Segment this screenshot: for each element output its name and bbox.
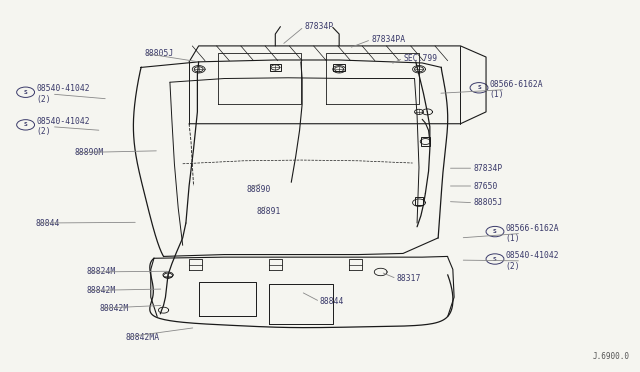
Bar	[415, 197, 423, 205]
Text: 88844: 88844	[36, 219, 60, 228]
Text: S: S	[477, 85, 481, 90]
Text: 87834PA: 87834PA	[371, 35, 405, 44]
Text: J.6900.0: J.6900.0	[593, 352, 630, 361]
Text: S: S	[493, 257, 497, 262]
Text: 08566-6162A
(1): 08566-6162A (1)	[490, 80, 543, 99]
Text: S: S	[493, 229, 497, 234]
Text: 87834P: 87834P	[304, 22, 333, 31]
Bar	[333, 64, 345, 71]
Text: 88805J: 88805J	[473, 198, 502, 207]
Text: 87650: 87650	[473, 182, 498, 190]
Text: 88891: 88891	[256, 208, 280, 217]
Text: 88842M: 88842M	[87, 286, 116, 295]
Bar	[420, 137, 430, 145]
Text: 88805J: 88805J	[145, 49, 173, 58]
Text: SEC.799: SEC.799	[403, 54, 437, 62]
Text: 88842M: 88842M	[100, 304, 129, 313]
Text: 88824M: 88824M	[87, 267, 116, 276]
Text: 08540-41042
(2): 08540-41042 (2)	[36, 84, 90, 104]
Text: S: S	[24, 122, 28, 127]
Text: 88890M: 88890M	[74, 148, 104, 157]
Text: 88844: 88844	[320, 297, 344, 306]
Text: 08566-6162A
(1): 08566-6162A (1)	[506, 224, 559, 243]
Text: 88317: 88317	[397, 274, 421, 283]
Text: 87834P: 87834P	[473, 164, 502, 173]
Text: 88842MA: 88842MA	[125, 333, 159, 342]
Text: 08540-41042
(2): 08540-41042 (2)	[506, 251, 559, 270]
Text: 88890: 88890	[246, 185, 271, 194]
Text: 08540-41042
(2): 08540-41042 (2)	[36, 117, 90, 137]
Bar	[269, 64, 281, 71]
Text: S: S	[24, 90, 28, 95]
